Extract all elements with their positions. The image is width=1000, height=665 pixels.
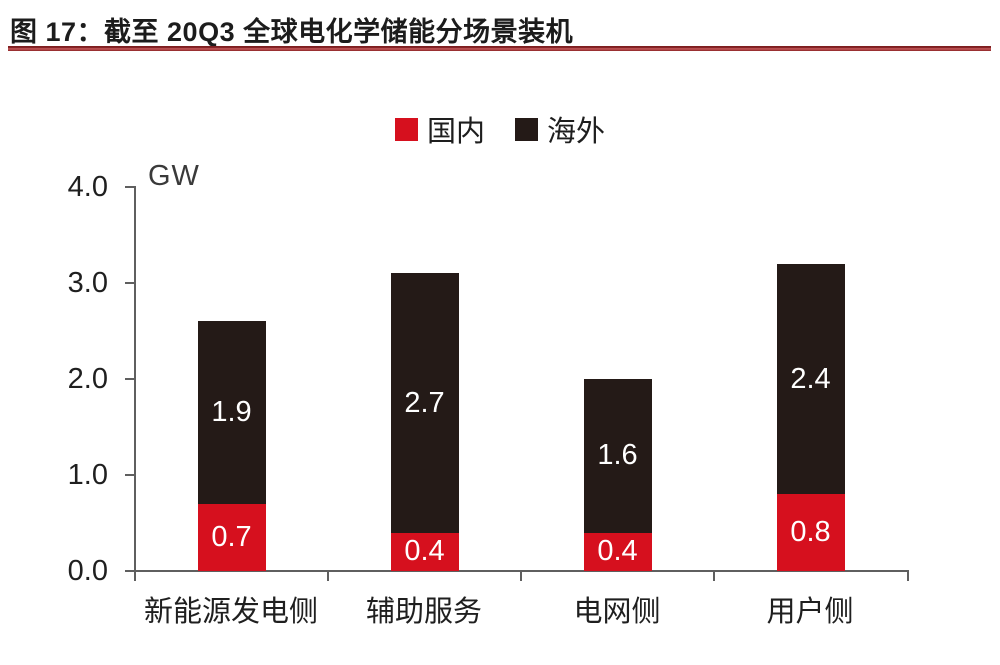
legend-item-domestic: 国内	[394, 108, 485, 150]
bar-segment-国内-用户侧: 0.8	[776, 494, 845, 571]
plot-area: 0.7 1.9 0.4 2.7 0.4 1.6 0.8 2.4	[135, 187, 907, 571]
bar-value-label: 2.7	[404, 386, 445, 419]
bar-value-label: 0.4	[404, 535, 445, 568]
chart-legend: 国内 海外	[0, 108, 1000, 150]
x-category-label-0: 新能源发电侧	[143, 596, 318, 628]
y-tick-label-0: 0.0	[67, 555, 108, 587]
y-tick-label-3: 3.0	[67, 267, 108, 299]
y-tick-label-1: 1.0	[67, 459, 108, 491]
legend-swatch-domestic-icon	[394, 117, 418, 141]
bar-segment-国内-新能源发电侧: 0.7	[197, 503, 266, 571]
x-tick-mark	[134, 570, 136, 581]
bar-segment-海外-电网侧: 1.6	[583, 379, 652, 533]
figure-title: 图 17：截至 20Q3 全球电化学储能分场景装机	[10, 17, 574, 47]
bar-value-label: 2.4	[790, 362, 831, 395]
bar-segment-海外-新能源发电侧: 1.9	[197, 321, 266, 504]
y-tick-mark	[125, 186, 135, 188]
x-category-label-3: 用户侧	[766, 596, 854, 628]
title-underline-rule	[8, 46, 991, 51]
y-tick-mark	[125, 570, 135, 572]
x-tick-mark	[327, 570, 329, 581]
y-tick-mark	[125, 474, 135, 476]
bar-segment-国内-辅助服务: 0.4	[390, 532, 459, 571]
y-tick-label-2: 2.0	[67, 363, 108, 395]
bar-value-label: 1.6	[597, 439, 638, 472]
legend-label-domestic: 国内	[426, 116, 485, 148]
legend-item-overseas: 海外	[515, 108, 605, 150]
bar-value-label: 0.7	[211, 520, 252, 553]
y-axis-line	[134, 186, 136, 572]
legend-swatch-overseas-icon	[515, 117, 538, 141]
x-tick-mark	[713, 570, 715, 581]
y-axis-unit-label: GW	[148, 160, 200, 192]
y-tick-label-4: 4.0	[67, 171, 108, 203]
legend-label-overseas: 海外	[547, 116, 606, 148]
bar-value-label: 1.9	[211, 396, 252, 429]
x-tick-mark	[907, 570, 909, 581]
x-category-label-2: 电网侧	[573, 596, 661, 628]
bar-segment-国内-电网侧: 0.4	[583, 532, 652, 571]
bar-value-label: 0.4	[597, 535, 638, 568]
bar-segment-海外-用户侧: 2.4	[776, 263, 845, 495]
bar-value-label: 0.8	[790, 516, 831, 549]
bar-segment-海外-辅助服务: 2.7	[390, 273, 459, 533]
y-tick-mark	[125, 282, 135, 284]
x-category-label-1: 辅助服务	[365, 596, 482, 628]
y-tick-mark	[125, 378, 135, 380]
x-tick-mark	[520, 570, 522, 581]
